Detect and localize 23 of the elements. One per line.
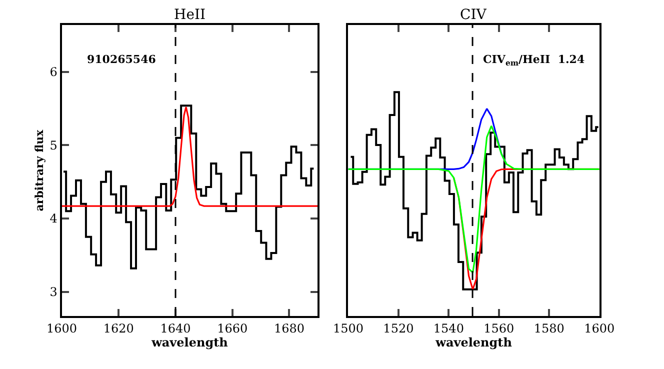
- x-tick-label: 1600: [584, 321, 615, 336]
- text: CIV$_{em}$/HeII 1.24: [483, 53, 585, 68]
- x-axis-title: wavelength: [150, 335, 228, 350]
- y-tick-label: 4: [50, 212, 58, 226]
- x-tick-label: 1560: [484, 321, 514, 336]
- x-tick-label: 1520: [383, 321, 414, 336]
- annotation: 910265546: [87, 53, 156, 66]
- x-tick-label: 1540: [433, 321, 464, 336]
- x-tick-label: 1500: [332, 321, 364, 336]
- x-tick-label: 1640: [160, 321, 191, 336]
- chart-title: HeII: [174, 7, 206, 23]
- x-tick-label: 1620: [103, 321, 134, 336]
- x-tick-label: 1680: [274, 321, 305, 336]
- x-tick-label: 1580: [534, 321, 564, 336]
- y-axis-title: arbitrary flux: [32, 129, 46, 212]
- chart-title: CIV: [460, 7, 488, 23]
- x-axis-title: wavelength: [434, 335, 512, 350]
- y-tick-label: 3: [50, 285, 58, 300]
- y-tick-label: 6: [50, 65, 58, 80]
- y-tick-label: 5: [50, 138, 58, 152]
- x-tick-label: 1660: [217, 321, 248, 336]
- line-series: [62, 106, 318, 207]
- x-tick-label: 1600: [46, 321, 78, 336]
